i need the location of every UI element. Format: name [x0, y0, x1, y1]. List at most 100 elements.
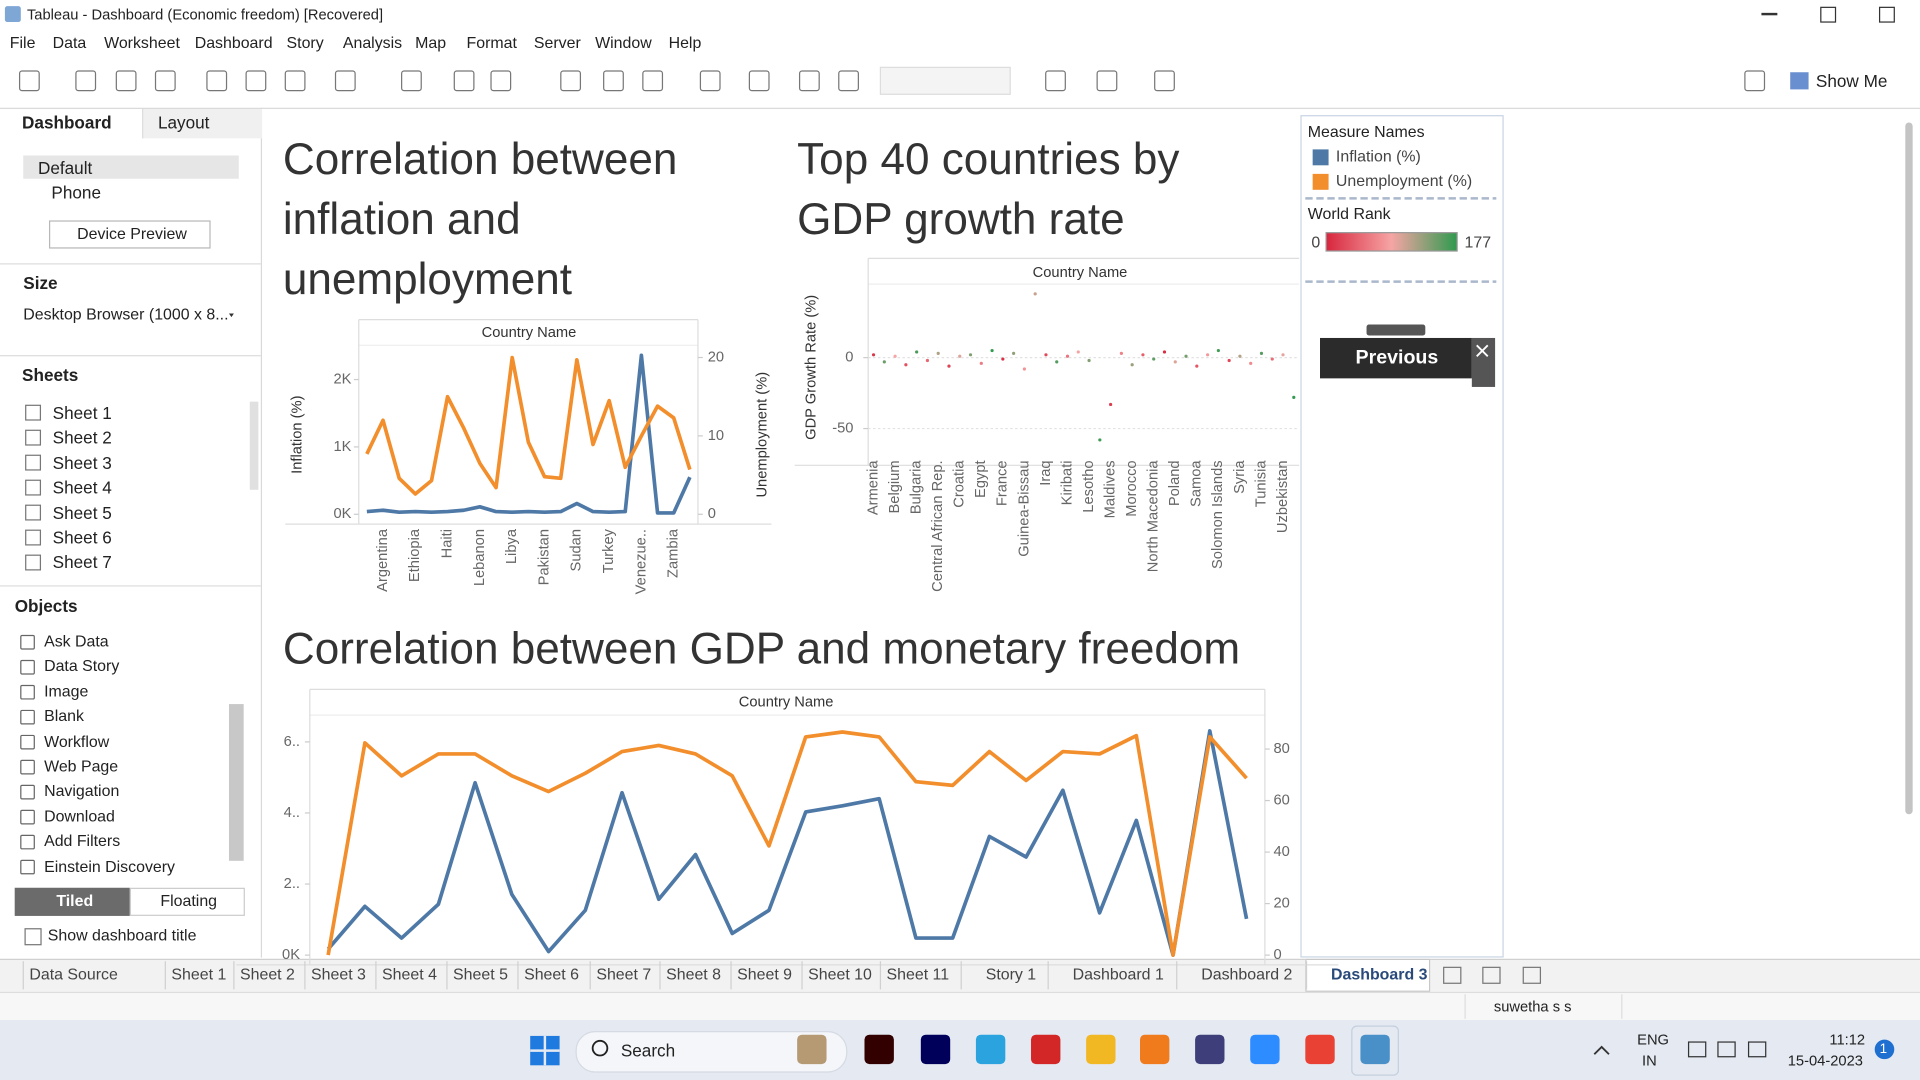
menu-item[interactable]: Map: [415, 33, 447, 52]
sheet-tab[interactable]: Sheet 5: [453, 964, 508, 984]
sheet-tab[interactable]: Sheet 4: [382, 964, 437, 984]
sheet-item[interactable]: Sheet 6: [52, 527, 112, 548]
taskbar-search[interactable]: Search: [620, 1040, 676, 1061]
sheet-tab[interactable]: Dashboard 1: [1072, 964, 1164, 984]
clock-time[interactable]: 11:12: [1829, 1031, 1866, 1049]
tray-icon[interactable]: [1747, 1041, 1767, 1058]
clock-date[interactable]: 15-04-2023: [1787, 1051, 1863, 1069]
taskbar-app[interactable]: [920, 1034, 951, 1065]
object-item[interactable]: Data Story: [44, 656, 120, 676]
new-tab-icon[interactable]: [1522, 966, 1542, 984]
size-dropdown[interactable]: Desktop Browser (1000 x 8...: [23, 304, 229, 324]
taskbar-app[interactable]: [975, 1034, 1006, 1065]
sheet-item[interactable]: Sheet 2: [52, 427, 112, 448]
sheet-tab[interactable]: Sheet 2: [240, 964, 295, 984]
sheet-tab[interactable]: Sheet 10: [808, 964, 872, 984]
minimize-button[interactable]: [1761, 12, 1778, 16]
toolbar-icon[interactable]: [334, 70, 356, 92]
previous-button[interactable]: Previous: [1355, 347, 1439, 369]
object-item[interactable]: Add Filters: [44, 831, 121, 851]
toolbar-icon[interactable]: [1045, 70, 1066, 92]
previous-button-bg[interactable]: [1320, 337, 1472, 379]
menu-item[interactable]: Analysis: [342, 33, 403, 52]
toolbar-icon[interactable]: [603, 70, 624, 92]
device-option[interactable]: Phone: [51, 182, 102, 203]
sheet-item[interactable]: Sheet 4: [52, 477, 112, 498]
sheet-item[interactable]: Sheet 7: [52, 552, 112, 573]
object-item[interactable]: Web Page: [44, 756, 119, 776]
sheet-tab[interactable]: Sheet 9: [737, 964, 793, 984]
floating-button[interactable]: [129, 887, 245, 916]
show-me-icon[interactable]: [1790, 72, 1809, 90]
object-item[interactable]: Blank: [44, 706, 84, 726]
object-item[interactable]: Image: [44, 681, 89, 701]
sheet-item[interactable]: Sheet 1: [52, 402, 112, 423]
taskbar-app[interactable]: [1195, 1034, 1225, 1065]
object-item[interactable]: Einstein Discovery: [44, 856, 176, 876]
device-preview[interactable]: Device Preview: [77, 224, 187, 243]
show-me[interactable]: Show Me: [1815, 71, 1888, 91]
language[interactable]: IN: [1642, 1051, 1657, 1069]
notification-badge[interactable]: [1874, 1039, 1895, 1060]
sheet-tab[interactable]: Dashboard 2: [1201, 964, 1293, 984]
sheet-tab[interactable]: Sheet 1: [171, 964, 227, 984]
sheet-tab[interactable]: Data Source: [29, 964, 118, 984]
panel-tab-bg[interactable]: [142, 108, 263, 139]
user-name[interactable]: suwetha s s: [1493, 997, 1572, 1016]
layout-mode[interactable]: Floating: [160, 891, 218, 910]
menu-item[interactable]: File: [9, 33, 36, 52]
legend-entry[interactable]: Unemployment (%): [1335, 171, 1473, 190]
toolbar-icon[interactable]: [75, 70, 97, 92]
sheet-tab[interactable]: Sheet 3: [311, 964, 366, 984]
sheet-item[interactable]: Sheet 5: [52, 502, 112, 523]
scrollbar[interactable]: [249, 401, 259, 490]
menu-item[interactable]: Worksheet: [104, 33, 180, 52]
maximize-button[interactable]: [1820, 6, 1837, 23]
panel-tab[interactable]: Dashboard: [22, 112, 112, 133]
device-selected[interactable]: [23, 155, 239, 179]
toolbar-icon[interactable]: [18, 70, 40, 92]
menu-item[interactable]: Window: [595, 33, 652, 52]
object-item[interactable]: Download: [44, 806, 115, 826]
object-item[interactable]: Navigation: [44, 781, 120, 801]
toolbar-icon[interactable]: [453, 70, 475, 92]
toolbar-icon[interactable]: [1096, 70, 1118, 92]
object-item[interactable]: Workflow: [44, 731, 110, 751]
tray-icon[interactable]: [1717, 1041, 1736, 1058]
taskbar-app[interactable]: [797, 1034, 827, 1065]
checkbox[interactable]: [24, 928, 42, 946]
toolbar-icon[interactable]: [206, 70, 228, 92]
toolbar-icon[interactable]: [401, 70, 422, 92]
active-tab[interactable]: [1305, 958, 1431, 992]
device-preview-button[interactable]: [48, 220, 211, 249]
toolbar-icon[interactable]: [154, 70, 176, 92]
sheet-item[interactable]: Sheet 3: [52, 452, 112, 473]
panel-tab[interactable]: Layout: [157, 112, 210, 133]
sheet-tab[interactable]: Sheet 8: [666, 964, 722, 984]
taskbar-app[interactable]: [1031, 1034, 1061, 1065]
toolbar-icon[interactable]: [1154, 70, 1175, 92]
taskbar-app[interactable]: [1086, 1034, 1116, 1065]
toolbar-icon[interactable]: [748, 70, 770, 92]
menu-item[interactable]: Data: [52, 33, 87, 52]
taskbar-app[interactable]: [1250, 1034, 1280, 1065]
toolbar-icon[interactable]: [1744, 70, 1766, 92]
close-button[interactable]: [1878, 6, 1895, 23]
scrollbar[interactable]: [1905, 122, 1913, 815]
toolbar-icon[interactable]: [699, 70, 721, 92]
toolbar-icon[interactable]: [798, 70, 820, 92]
toolbar-icon[interactable]: [490, 70, 512, 92]
toolbar-icon[interactable]: [642, 70, 664, 92]
scrollbar[interactable]: [228, 704, 244, 861]
legend-entry[interactable]: Inflation (%): [1335, 146, 1421, 166]
menu-item[interactable]: Help: [668, 33, 702, 52]
sheet-tab[interactable]: Dashboard 3: [1331, 964, 1428, 984]
button-menu[interactable]: [1471, 337, 1496, 387]
language[interactable]: ENG: [1637, 1031, 1669, 1049]
menu-item[interactable]: Format: [466, 33, 517, 52]
layout-mode[interactable]: Tiled: [56, 891, 94, 910]
sheet-tab[interactable]: Sheet 7: [596, 964, 652, 984]
new-tab-icon[interactable]: [1482, 966, 1501, 984]
toolbar-icon[interactable]: [838, 70, 859, 92]
toolbar-icon[interactable]: [284, 70, 306, 92]
